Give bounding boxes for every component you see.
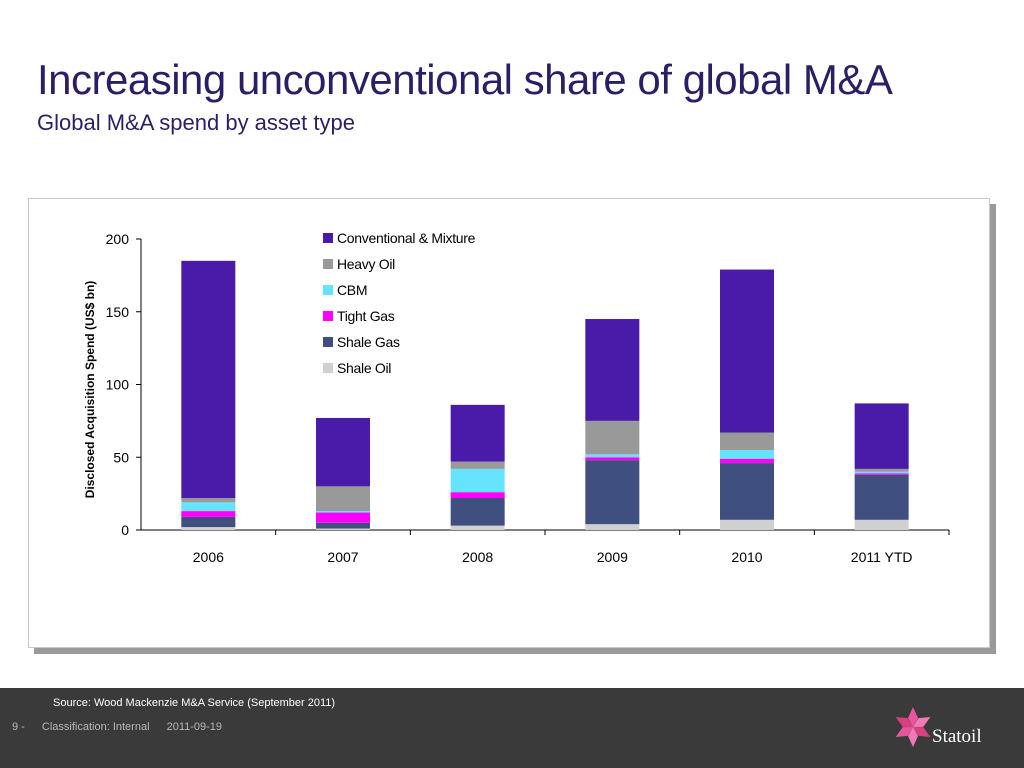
- bar-segment-heavy-oil: [585, 420, 640, 455]
- bar-segment-cbm: [450, 468, 505, 493]
- bar-segment-shale-gas: [450, 497, 505, 526]
- bar-segment-tight-gas: [854, 473, 909, 475]
- chart-frame: 0 50 100 150 200 Disclosed Acquisition Spend …: [28, 198, 990, 648]
- bar-segment-tight-gas: [316, 512, 370, 523]
- source-note: Source: Wood Mackenzie M&A Service (Sept…: [53, 697, 336, 709]
- bar-segment-conventional-mixture: [316, 417, 370, 487]
- bar-segment-conventional-mixture: [854, 403, 909, 469]
- x-tick-label: 2011 YTD: [851, 549, 913, 565]
- bar-segment-shale-oil: [585, 524, 640, 530]
- bar-segment-shale-gas: [181, 516, 236, 528]
- bar-segment-heavy-oil: [854, 468, 909, 472]
- bar-segment-cbm: [181, 502, 236, 512]
- bar-segment-shale-gas: [316, 522, 370, 529]
- bar-segment-shale-gas: [585, 460, 640, 525]
- bar-segment-conventional-mixture: [720, 269, 774, 433]
- bar-segment-tight-gas: [720, 458, 774, 464]
- bar-segment-shale-oil: [450, 525, 505, 530]
- footer-date: 2011-09-19: [166, 721, 223, 733]
- bar-segment-heavy-oil: [450, 461, 505, 469]
- bar-segment-conventional-mixture: [181, 260, 236, 498]
- legend-label: Conventional & Mixture: [337, 230, 476, 246]
- logo-wordmark: Statoil: [932, 726, 982, 747]
- statoil-logo: Statoil: [890, 704, 1000, 754]
- y-tick-label: 200: [106, 231, 130, 247]
- footer: Source: Wood Mackenzie M&A Service (Sept…: [0, 688, 1024, 768]
- star-flower-icon: [895, 707, 931, 747]
- bar-segment-cbm: [585, 454, 640, 458]
- bar-segment-shale-oil: [720, 519, 774, 530]
- legend-swatch: [323, 337, 333, 347]
- bar-segment-cbm: [854, 471, 909, 474]
- slide-subtitle: Global M&A spend by asset type: [37, 110, 355, 135]
- legend-swatch: [323, 259, 333, 269]
- bar-segment-tight-gas: [181, 511, 236, 517]
- x-tick-label: 2010: [731, 549, 762, 565]
- bar-segment-shale-oil: [316, 528, 370, 530]
- bar-segment-heavy-oil: [181, 497, 236, 503]
- classification-label: Classification: Internal: [41, 721, 150, 733]
- bar-segment-conventional-mixture: [585, 319, 640, 421]
- page-number: 9 -: [12, 721, 25, 733]
- x-tick-label: 2007: [327, 549, 358, 565]
- footer-meta: 9 - Classification: Internal 2011-09-19: [12, 721, 236, 733]
- bar-segment-cbm: [316, 511, 370, 513]
- bar-segment-heavy-oil: [316, 486, 370, 512]
- bar-segment-heavy-oil: [720, 432, 774, 450]
- bar-segment-tight-gas: [450, 492, 505, 498]
- legend-label: Heavy Oil: [337, 256, 395, 272]
- bar-segment-conventional-mixture: [450, 404, 505, 462]
- legend-label: CBM: [337, 282, 367, 298]
- stacked-bar-chart: 0 50 100 150 200 Disclosed Acquisition Spend …: [83, 230, 950, 565]
- bar-segment-shale-oil: [181, 527, 236, 530]
- bar-segment-cbm: [720, 449, 774, 459]
- slide-title: Increasing unconventional share of globa…: [37, 56, 893, 103]
- y-tick-label: 0: [121, 522, 129, 538]
- bar-segment-shale-oil: [854, 519, 909, 530]
- legend-swatch: [323, 285, 333, 295]
- y-axis-title: Disclosed Acquisition Spend (US$ bn): [83, 281, 97, 499]
- bar-segment-tight-gas: [585, 457, 640, 461]
- legend-swatch: [323, 363, 333, 373]
- legend-swatch: [323, 311, 333, 321]
- legend-swatch: [323, 233, 333, 243]
- x-tick-label: 2006: [193, 549, 224, 565]
- bar-segment-shale-gas: [720, 463, 774, 520]
- y-tick-label: 50: [113, 449, 129, 465]
- y-tick-label: 150: [106, 304, 130, 320]
- x-tick-label: 2009: [597, 549, 628, 565]
- legend-label: Shale Gas: [337, 334, 400, 350]
- y-tick-label: 100: [106, 377, 130, 393]
- legend-label: Shale Oil: [337, 360, 391, 376]
- bar-segment-shale-gas: [854, 474, 909, 520]
- legend-label: Tight Gas: [337, 308, 395, 324]
- x-tick-label: 2008: [462, 549, 493, 565]
